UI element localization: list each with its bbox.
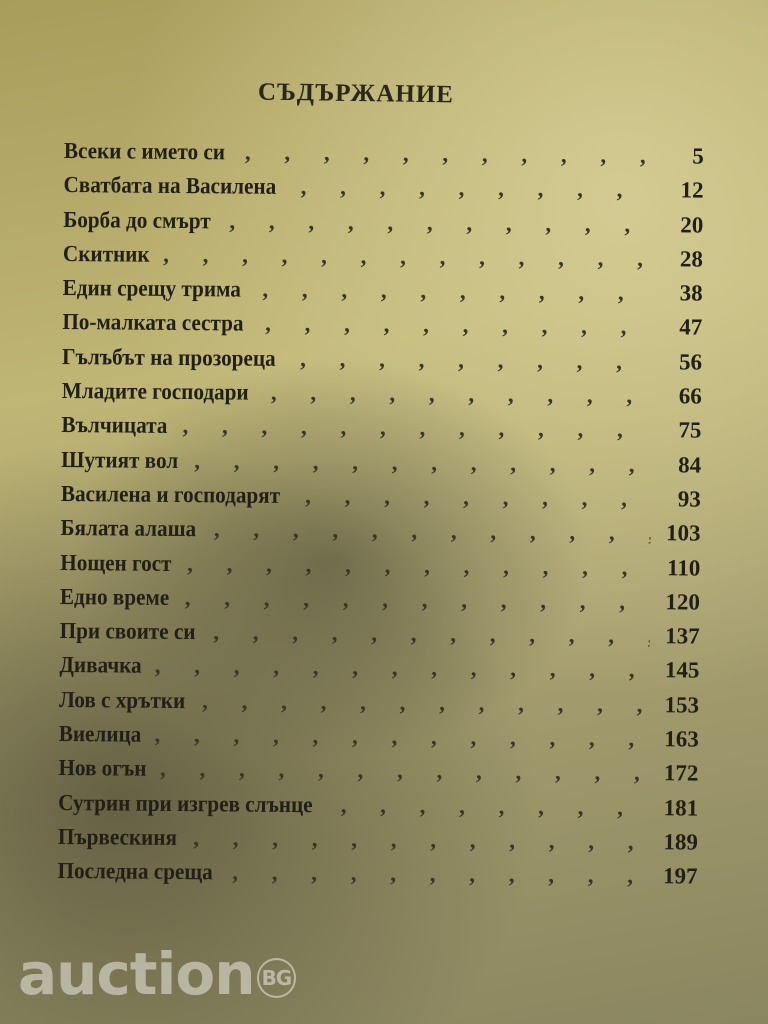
- dot-leader: , , , , , , , , , , , , , , , , , , , , …: [194, 447, 651, 478]
- dot-leader: , , , , , , , , , , , , , , , , , , , , …: [187, 550, 650, 581]
- toc-entry: Сватбата на Василена , , , , , , , , , , …: [63, 172, 703, 212]
- dot-leader: , , , , , , , , , , , , , , , , , , , , …: [265, 311, 652, 340]
- entry-title: Скитник: [62, 240, 150, 267]
- entry-page-number: 12: [680, 177, 704, 203]
- entry-title: Дивачка: [59, 652, 142, 679]
- dot-leader: , , , , , , , , , , , , , , , , , , , , …: [300, 345, 652, 375]
- dot-leader: , , , , , , , , , , , , , , , , , , , , …: [154, 721, 649, 752]
- dot-leader: , , , , , , , , , , , , , , , , , , , , …: [244, 139, 654, 170]
- toc-entry: Вълчицата , , , , , , , , , , , , , , , ,…: [61, 412, 701, 452]
- dot-leader: , , , , , , , , , , , , , , , , , , , , …: [232, 859, 648, 890]
- dot-leader: , , , , , , , , , , , , , , , , , , , , …: [262, 276, 652, 306]
- toc-entry: Нощен гост , , , , , , , , , , , , , , , …: [60, 550, 700, 590]
- toc-entry: По-малката сестра , , , , , , , , , , , ,…: [62, 309, 702, 349]
- entry-title: Борба до смърт: [63, 206, 211, 233]
- toc-entry: Скитник , , , , , , , , , , , , , , , , ,…: [63, 241, 703, 281]
- entry-page-number: 38: [679, 280, 703, 306]
- entry-title: Младите господари: [61, 378, 249, 405]
- toc-entry: Младите господари , , , , , , , , , , , ,…: [62, 378, 702, 418]
- entry-page-number: 153: [664, 692, 700, 718]
- entry-title: При своите си: [59, 618, 196, 645]
- entry-page-number: 47: [679, 314, 703, 341]
- toc-entry: Едно време , , , , , , , , , , , , , , , …: [60, 584, 700, 624]
- entry-title: По-малката сестра: [62, 309, 244, 337]
- toc-entry: Бялата алаша , , , , , , , , , , , , , , …: [60, 515, 700, 555]
- entry-title: Един срещу трима: [62, 275, 242, 302]
- dot-leader: , , , , , , , , , , , , , , , , , , , , …: [340, 792, 649, 821]
- entry-title: Нощен гост: [60, 549, 172, 576]
- dot-leader: , , , , , , , , , , , , , , , , , , , , …: [202, 687, 650, 718]
- watermark-logo: auction BG: [18, 940, 297, 1008]
- toc-entry: Нов огън , , , , , , , , , , , , , , , , …: [58, 755, 698, 795]
- entry-title: Гълъбът на прозореца: [61, 343, 276, 371]
- entry-page-number: 110: [666, 554, 701, 581]
- entry-page-number: 28: [679, 246, 704, 272]
- watermark-suffix: BG: [256, 957, 297, 998]
- entry-title: Първескиня: [57, 823, 178, 850]
- entry-page-number: 93: [677, 486, 701, 512]
- entry-page-number: 172: [663, 760, 699, 786]
- entry-title: Вълчицата: [61, 412, 168, 439]
- entry-title: Шутият вол: [61, 446, 179, 473]
- watermark-text: auction: [18, 940, 256, 1008]
- entry-title: Виелица: [58, 721, 142, 747]
- entry-title: Едно време: [59, 583, 170, 610]
- dot-leader: , , , , , , , , , , , , , , , , , , , , …: [182, 413, 652, 443]
- entry-title: Всеки с името си: [63, 138, 226, 165]
- entry-page-number: 103: [665, 520, 701, 546]
- entry-page-number: 20: [680, 211, 704, 238]
- entry-page-number: 137: [665, 623, 700, 649]
- dot-leader: , , , , , , , , , , , , , , , , , , , , …: [270, 379, 652, 409]
- entry-title: Нов огън: [58, 755, 147, 782]
- entry-title: Василена и господарят: [60, 480, 281, 508]
- dot-leader: , , , , , , , , , , , , , , , , , , , , …: [229, 208, 653, 238]
- entry-page-number: 5: [692, 143, 704, 169]
- entry-page-number: 197: [662, 863, 698, 889]
- entry-page-number: 56: [678, 349, 703, 375]
- page-title: СЪДЪРЖАНИЕ: [257, 78, 455, 109]
- toc-entry: Гълъбът на прозореца , , , , , , , , , , …: [62, 344, 702, 384]
- entry-title: Сутрин при изгрев слънце: [58, 789, 313, 817]
- dot-leader: , , , , , , , , , , , , , , , , , , , , …: [193, 825, 648, 855]
- entry-page-number: 66: [678, 383, 702, 409]
- entry-title: Бялата алаша: [60, 515, 197, 542]
- entry-title: Последна среща: [57, 858, 213, 885]
- toc-entry: Последна среща , , , , , , , , , , , , , …: [57, 858, 697, 898]
- entry-page-number: 120: [665, 589, 701, 615]
- dot-leader: , , , , , , , , , , , , , , , , , , , , …: [159, 756, 649, 786]
- toc-entry: Лов с хрътки , , , , , , , , , , , , , , …: [59, 687, 699, 727]
- entry-page-number: 181: [663, 794, 699, 821]
- dot-leader: , , , , , , , , , , , , , , , , , , , , …: [213, 619, 650, 649]
- dot-leader: , , , , , , , , , , , , , , , , , , , , …: [184, 584, 650, 615]
- toc-entry: Всеки с името си , , , , , , , , , , , , …: [64, 138, 704, 178]
- entry-page-number: 145: [664, 657, 700, 684]
- entry-title: Лов с хрътки: [58, 686, 186, 713]
- toc-entry: Виелица , , , , , , , , , , , , , , , , ,…: [59, 721, 699, 761]
- table-of-contents: Всеки с името си , , , , , , , , , , , , …: [57, 138, 704, 898]
- toc-entry: Дивачка , , , , , , , , , , , , , , , , ,…: [59, 652, 699, 692]
- entry-page-number: 163: [664, 726, 699, 752]
- entry-title: Сватбата на Василена: [63, 172, 277, 200]
- entry-page-number: 84: [678, 452, 702, 478]
- toc-entry: Борба до смърт , , , , , , , , , , , , , …: [63, 207, 703, 247]
- toc-entry: Първескиня , , , , , , , , , , , , , , , …: [58, 824, 698, 864]
- toc-entry: Шутият вол , , , , , , , , , , , , , , , …: [61, 447, 701, 487]
- toc-entry: Един срещу трима , , , , , , , , , , , , …: [63, 275, 703, 315]
- dot-leader: , , , , , , , , , , , , , , , , , , , , …: [213, 516, 651, 547]
- toc-entry: Василена и господарят , , , , , , , , , ,…: [61, 481, 701, 521]
- dot-leader: , , , , , , , , , , , , , , , , , , , , …: [163, 241, 654, 272]
- dot-leader: , , , , , , , , , , , , , , , , , , , , …: [305, 483, 651, 512]
- dot-leader: , , , , , , , , , , , , , , , , , , , , …: [300, 174, 654, 203]
- toc-entry: Сутрин при изгрев слънце , , , , , , , , …: [58, 790, 698, 830]
- entry-page-number: 189: [663, 829, 698, 855]
- toc-entry: При своите си , , , , , , , , , , , , , ,…: [60, 618, 700, 658]
- dot-leader: , , , , , , , , , , , , , , , , , , , , …: [154, 653, 650, 683]
- entry-page-number: 75: [678, 417, 702, 443]
